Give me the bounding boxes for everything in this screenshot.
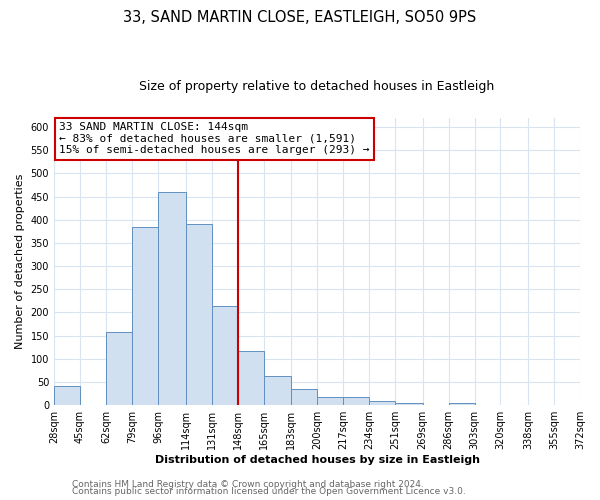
Bar bbox=[158, 192, 185, 405]
Title: Size of property relative to detached houses in Eastleigh: Size of property relative to detached ho… bbox=[139, 80, 494, 93]
Text: Contains public sector information licensed under the Open Government Licence v3: Contains public sector information licen… bbox=[72, 487, 466, 496]
Bar bbox=[369, 402, 395, 405]
Bar bbox=[212, 306, 238, 405]
Bar bbox=[238, 350, 263, 405]
Bar bbox=[317, 398, 343, 405]
Bar bbox=[185, 224, 212, 405]
Bar bbox=[132, 226, 158, 405]
Bar bbox=[54, 386, 80, 405]
Bar bbox=[395, 404, 422, 405]
Text: 33 SAND MARTIN CLOSE: 144sqm
← 83% of detached houses are smaller (1,591)
15% of: 33 SAND MARTIN CLOSE: 144sqm ← 83% of de… bbox=[59, 122, 370, 156]
X-axis label: Distribution of detached houses by size in Eastleigh: Distribution of detached houses by size … bbox=[155, 455, 479, 465]
Bar bbox=[106, 332, 132, 405]
Bar bbox=[343, 398, 369, 405]
Y-axis label: Number of detached properties: Number of detached properties bbox=[15, 174, 25, 349]
Bar bbox=[449, 403, 475, 405]
Bar bbox=[291, 389, 317, 405]
Bar bbox=[263, 376, 291, 405]
Text: Contains HM Land Registry data © Crown copyright and database right 2024.: Contains HM Land Registry data © Crown c… bbox=[72, 480, 424, 489]
Text: 33, SAND MARTIN CLOSE, EASTLEIGH, SO50 9PS: 33, SAND MARTIN CLOSE, EASTLEIGH, SO50 9… bbox=[124, 10, 476, 25]
